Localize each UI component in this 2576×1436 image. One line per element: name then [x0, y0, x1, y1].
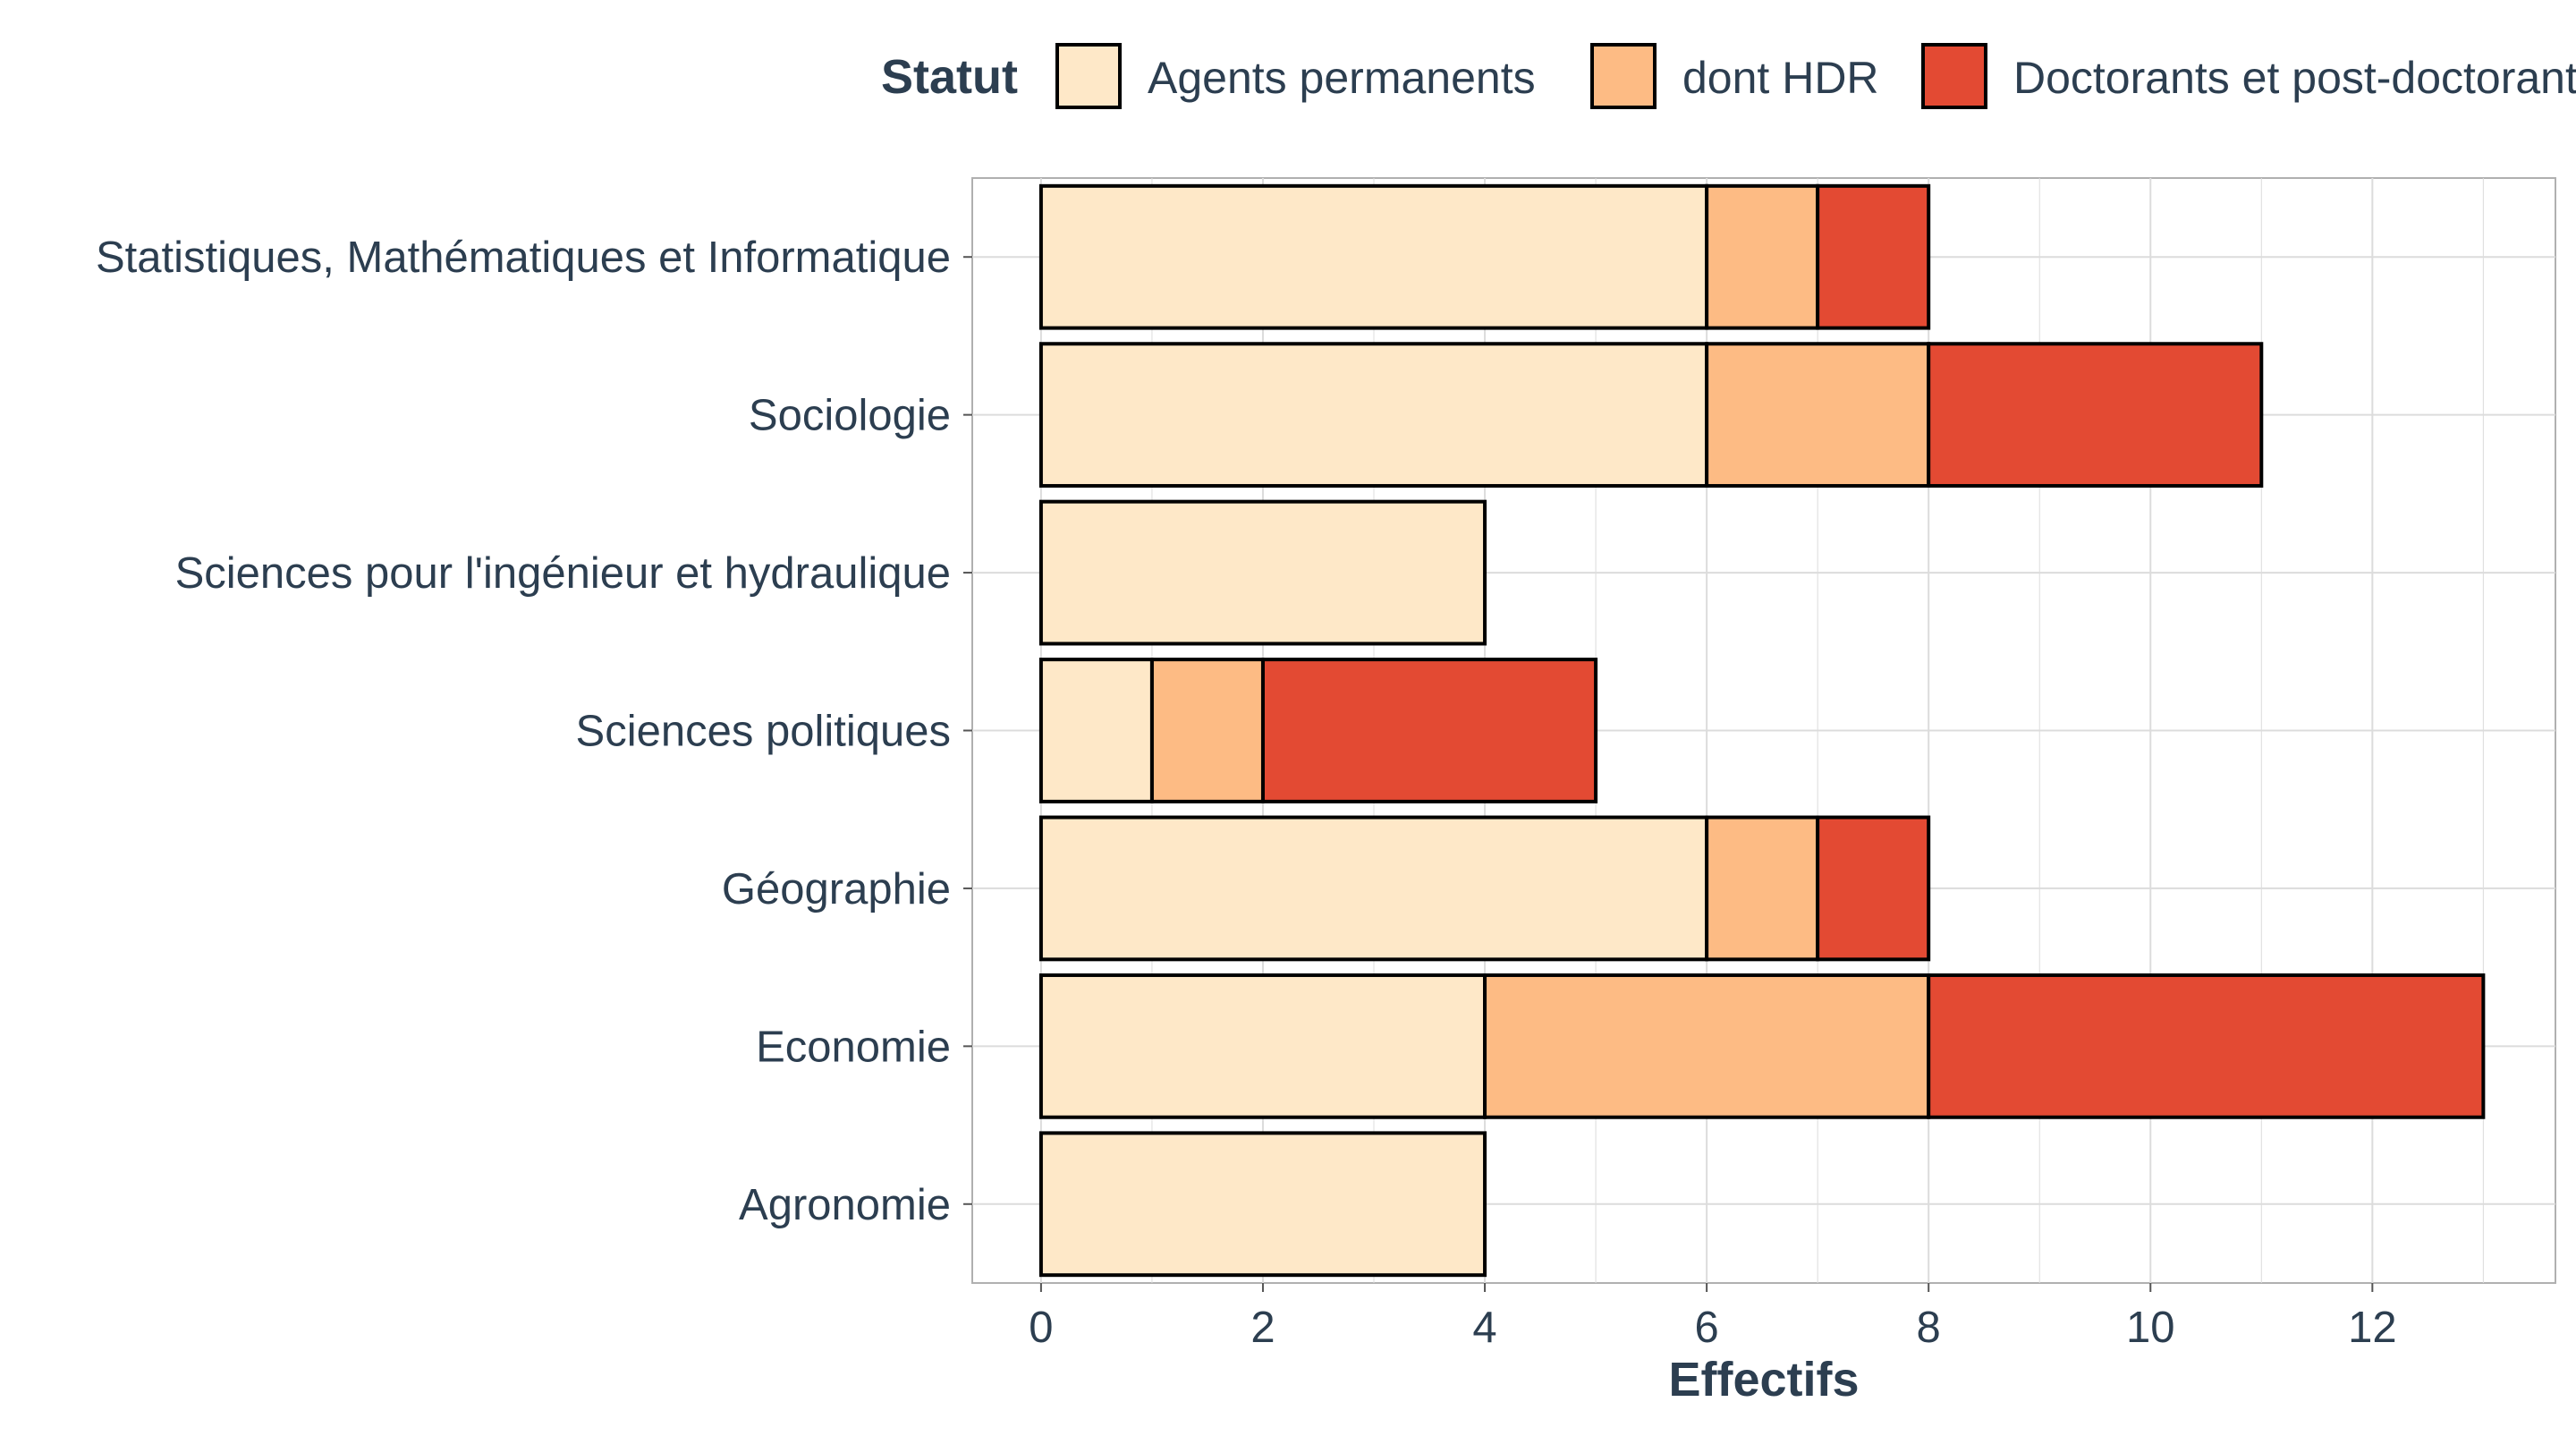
x-axis-title: Effectifs — [1668, 1353, 1859, 1406]
bar-segment — [1705, 183, 1820, 330]
x-tick-label: 6 — [1694, 1304, 1718, 1352]
legend-label: dont HDR — [1682, 53, 1879, 103]
legend: Statut Agents permanents dont HDR Doctoran… — [881, 43, 2576, 109]
y-tick-label: Géographie — [722, 865, 951, 913]
bar-segment — [1705, 815, 1820, 962]
bar-segment — [1038, 658, 1154, 803]
bar-segment — [1038, 815, 1709, 962]
y-tick-label: Sciences politiques — [576, 708, 951, 756]
x-axis: 0 2 4 6 8 10 12 — [1029, 1283, 2397, 1352]
bar-segment — [1038, 183, 1709, 330]
bar-segment — [1149, 658, 1265, 803]
bar-segment — [1038, 973, 1487, 1119]
legend-label: Agents permanents — [1148, 53, 1536, 103]
x-tick-label: 2 — [1250, 1304, 1275, 1352]
x-tick-label: 12 — [2348, 1304, 2397, 1352]
legend-key — [1590, 43, 1657, 109]
x-tick-label: 0 — [1029, 1304, 1053, 1352]
y-tick-label: Statistiques, Mathématiques et Informati… — [96, 234, 951, 282]
legend-label: Doctorants et post-doctorants — [2013, 53, 2576, 103]
bar-segment — [1260, 658, 1598, 803]
bar-segment — [1038, 499, 1487, 646]
legend-key — [1921, 43, 1987, 109]
x-tick-label: 10 — [2126, 1304, 2175, 1352]
bar-segment — [1038, 1131, 1487, 1278]
bars — [1038, 183, 2486, 1278]
bar-segment — [1816, 815, 1931, 962]
x-tick-label: 8 — [1917, 1304, 1941, 1352]
y-tick-label: Sociologie — [749, 392, 951, 440]
bar-segment — [1927, 973, 2486, 1119]
x-tick-label: 4 — [1472, 1304, 1496, 1352]
y-axis: Statistiques, Mathématiques et Informati… — [96, 234, 972, 1229]
bar-segment — [1038, 342, 1709, 489]
legend-title: Statut — [881, 50, 1018, 104]
y-tick-label: Economie — [756, 1023, 951, 1071]
legend-key — [1055, 43, 1122, 109]
y-tick-label: Agronomie — [739, 1181, 951, 1229]
bar-segment — [1927, 342, 2264, 489]
bar-segment — [1816, 183, 1931, 330]
y-tick-label: Sciences pour l'ingénieur et hydraulique — [175, 549, 951, 598]
bar-segment — [1705, 342, 1931, 489]
bar-segment — [1483, 973, 1931, 1119]
